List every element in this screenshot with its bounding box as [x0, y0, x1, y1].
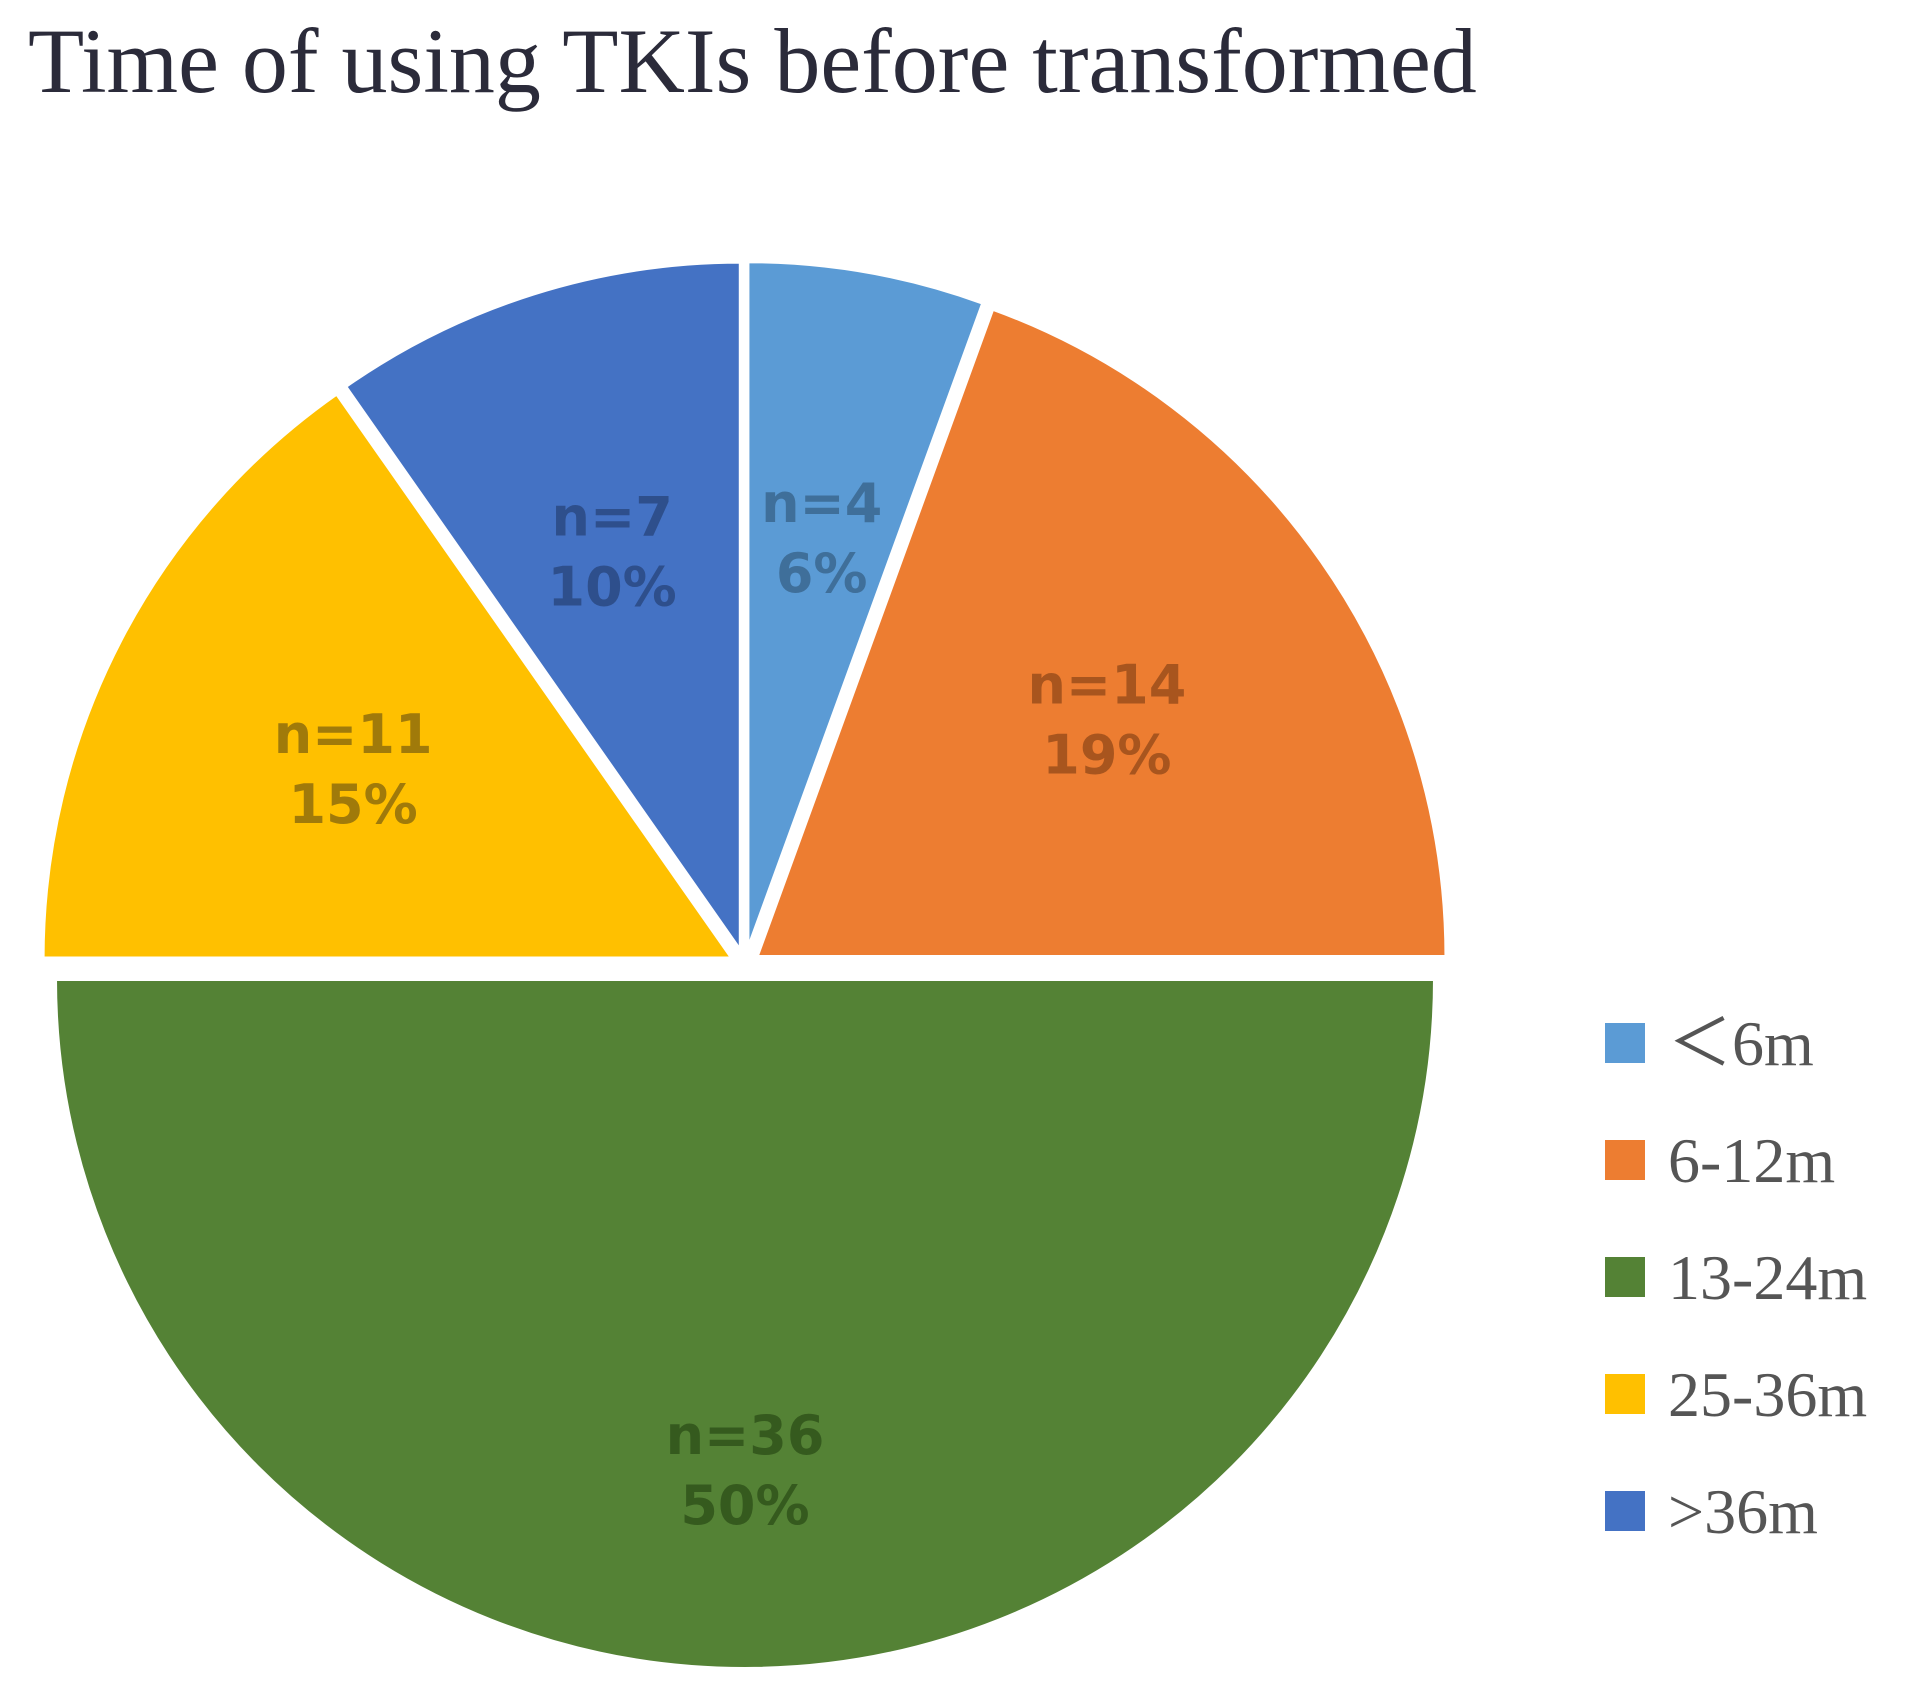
slice-percent-label: 10%	[548, 556, 677, 619]
pie-labels: n=4 6% n=14 19% n=36 50% n=11 15% n=7 10%	[274, 472, 1187, 1537]
legend: ＜6m 6-12m 13-24m 25-36m >36m	[1605, 1008, 1867, 1547]
slice-percent-label: 50%	[680, 1474, 809, 1537]
pie-slice-1	[745, 259, 986, 952]
slice-percent-label: 15%	[288, 773, 417, 836]
legend-swatch	[1605, 1140, 1645, 1180]
pie-slice-5	[342, 259, 743, 958]
slice-percent-label: 19%	[1042, 724, 1171, 787]
legend-swatch	[1605, 1257, 1645, 1297]
pie-slice-2	[753, 306, 1449, 959]
pie-slice-3	[52, 977, 1438, 1671]
slice-count-label: n=36	[666, 1404, 825, 1467]
pie-slices	[40, 259, 1449, 1671]
legend-label-36m: >36m	[1668, 1476, 1818, 1547]
pie-slice-4	[40, 390, 737, 961]
legend-label-6m: ＜6m	[1668, 1008, 1814, 1079]
chart-title: Time of using TKIs before transformed	[28, 10, 1477, 112]
legend-label-13-24m: 13-24m	[1668, 1242, 1867, 1313]
legend-swatch	[1605, 1023, 1645, 1063]
slice-count-label: n=4	[761, 472, 882, 535]
slice-percent-label: 6%	[776, 542, 868, 605]
slice-count-label: n=14	[1027, 654, 1186, 717]
legend-label-6-12m: 6-12m	[1668, 1125, 1835, 1196]
legend-swatch	[1605, 1491, 1645, 1531]
legend-swatch	[1605, 1374, 1645, 1414]
legend-label-25-36m: 25-36m	[1668, 1359, 1867, 1430]
slice-count-label: n=7	[552, 486, 673, 549]
slice-count-label: n=11	[274, 703, 433, 766]
